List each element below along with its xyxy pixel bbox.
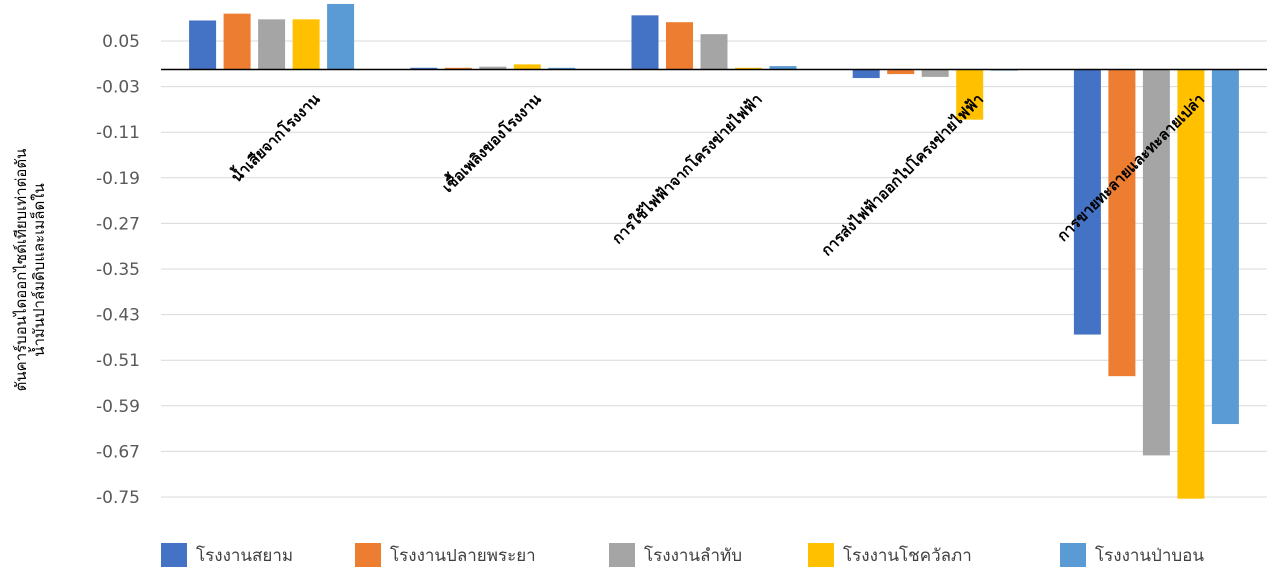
legend-label: โรงงานลำทับ — [644, 545, 742, 566]
bar — [1177, 69, 1205, 499]
legend-swatch — [355, 543, 381, 567]
category-label: น้ำเสียจากโรงงาน — [226, 87, 324, 185]
bar — [1108, 69, 1136, 377]
y-axis-title: ตันคาร์บอนไดออกไซด์เทียบเท่าต่อตัน น้ำมั… — [12, 149, 48, 392]
legend-label: โรงงานปลายพระยา — [390, 545, 536, 566]
bar — [921, 69, 949, 77]
y-tick-label: -0.75 — [96, 488, 140, 508]
bar — [189, 20, 217, 70]
y-tick-label: -0.67 — [96, 442, 140, 462]
bar — [1073, 69, 1101, 335]
legend-swatch — [808, 543, 834, 567]
category-label: การส่งไฟฟ้าออกไปโครงข่ายไฟฟ้า — [817, 89, 987, 259]
legend-item: โรงงานโชควัลภา — [808, 543, 972, 567]
bar — [513, 64, 541, 70]
y-tick-label: -0.11 — [96, 123, 140, 143]
legend-label: โรงงานโชควัลภา — [843, 545, 972, 566]
bar — [735, 67, 762, 70]
y-axis-title-line-1: ตันคาร์บอนไดออกไซด์เทียบเท่าต่อตัน — [12, 149, 30, 392]
bar — [327, 3, 355, 70]
y-tick-label: -0.03 — [96, 78, 140, 98]
legend-label: โรงงานป่าบอน — [1095, 545, 1204, 566]
y-tick-label: -0.27 — [96, 214, 140, 234]
bar — [258, 19, 286, 70]
bar — [700, 34, 728, 70]
bar — [666, 22, 693, 70]
y-tick-label: -0.35 — [96, 260, 140, 280]
legend-item: โรงงานปลายพระยา — [355, 543, 536, 567]
bar — [956, 69, 984, 120]
legend-item: โรงงานสยาม — [161, 543, 293, 567]
legend: โรงงานสยาม โรงงานปลายพระยา โรงงานลำทับ โรงง… — [161, 543, 1204, 567]
legend-swatch — [161, 543, 187, 567]
bar — [444, 67, 472, 70]
y-tick-label: 0.05 — [102, 32, 140, 52]
bar — [479, 66, 507, 70]
legend-swatch — [609, 543, 635, 567]
bar — [410, 67, 438, 70]
y-tick-label: -0.19 — [96, 169, 140, 189]
bar — [292, 19, 320, 70]
legend-item: โรงงานป่าบอน — [1060, 543, 1204, 567]
legend-item: โรงงานลำทับ — [609, 543, 742, 567]
legend-swatch — [1060, 543, 1086, 567]
y-tick-label: -0.51 — [96, 351, 140, 371]
category-label: เชื้อเพลิงของโรงงาน — [437, 87, 546, 196]
bar — [1142, 69, 1170, 456]
y-axis-ticks: 0.05 -0.03 -0.11 -0.19 -0.27 -0.35 -0.43 -0.51 -… — [96, 32, 140, 508]
legend-label: โรงงานสยาม — [196, 545, 293, 566]
category-labels: น้ำเสียจากโรงงาน เชื้อเพลิงของโรงงาน การใช… — [226, 87, 1209, 259]
y-axis-title-line-2: น้ำมันปาล์มดิบและเมล็ดใน — [28, 183, 48, 357]
bar — [1211, 69, 1239, 425]
bars — [189, 3, 1239, 499]
bar — [223, 13, 251, 70]
bar — [887, 69, 915, 75]
bar — [631, 15, 659, 70]
gridlines — [161, 40, 1267, 498]
bar — [852, 69, 880, 79]
y-tick-label: -0.59 — [96, 397, 140, 417]
bar — [769, 66, 797, 70]
bar — [548, 67, 576, 70]
y-tick-label: -0.43 — [96, 306, 140, 326]
